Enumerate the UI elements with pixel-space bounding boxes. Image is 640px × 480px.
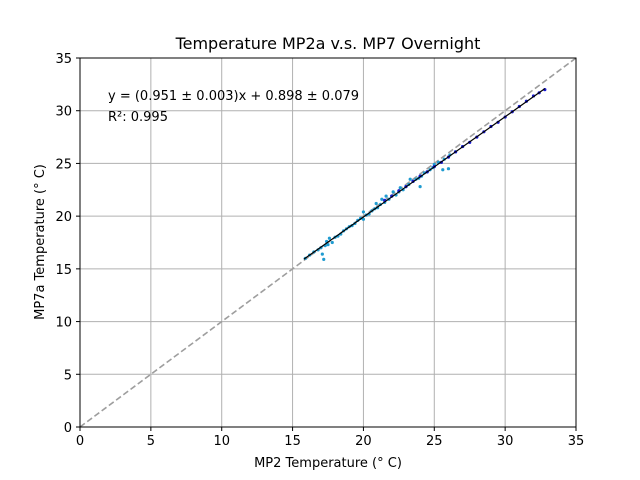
grid bbox=[79, 57, 577, 428]
data-point bbox=[374, 201, 378, 206]
fit-line-layer bbox=[303, 88, 546, 260]
data-point bbox=[398, 186, 402, 190]
data-point bbox=[361, 210, 366, 214]
data-point bbox=[418, 185, 422, 189]
plot-frame bbox=[79, 57, 577, 428]
chart-title: Temperature MP2a v.s. MP7 Overnight bbox=[175, 34, 481, 53]
x-tick-label: 15 bbox=[284, 434, 301, 449]
x-tick-label: 35 bbox=[568, 434, 585, 449]
y-tick-label: 0 bbox=[64, 421, 72, 436]
y-tick-label: 5 bbox=[64, 368, 72, 383]
y-tick-label: 10 bbox=[55, 316, 72, 331]
data-point bbox=[391, 190, 395, 194]
ticks-layer: 0 5 10 15 20 25 30 35 0 5 10 15 20 25 30 35 bbox=[55, 52, 584, 449]
y-tick-label: 30 bbox=[55, 105, 72, 120]
data-point bbox=[361, 217, 366, 221]
x-axis-label: MP2 Temperature (° C) bbox=[254, 456, 402, 471]
data-point bbox=[330, 240, 334, 245]
data-point bbox=[441, 168, 445, 172]
data-point bbox=[326, 243, 330, 247]
x-tick-label: 30 bbox=[497, 434, 514, 449]
x-tick-label: 5 bbox=[147, 434, 155, 449]
fit-equation: y = (0.951 ± 0.003)x + 0.898 ± 0.079 bbox=[108, 89, 359, 104]
y-tick-label: 20 bbox=[55, 210, 72, 225]
data-point bbox=[327, 236, 332, 240]
y-tick-label: 35 bbox=[55, 52, 72, 67]
y-tick-label: 25 bbox=[55, 157, 72, 172]
data-point bbox=[384, 194, 388, 198]
data-point bbox=[322, 257, 326, 261]
y-tick-label: 15 bbox=[55, 263, 72, 278]
r-squared: R²: 0.995 bbox=[108, 110, 168, 125]
data-point bbox=[408, 177, 412, 181]
x-tick-label: 25 bbox=[426, 434, 443, 449]
data-point bbox=[446, 167, 451, 171]
data-point bbox=[380, 197, 384, 201]
y-axis-label: MP7a Temperature (° C) bbox=[33, 164, 48, 320]
x-tick-label: 20 bbox=[355, 434, 372, 449]
data-point bbox=[320, 252, 324, 256]
fit-line bbox=[303, 88, 546, 260]
x-tick-label: 0 bbox=[76, 434, 84, 449]
x-tick-label: 10 bbox=[213, 434, 230, 449]
